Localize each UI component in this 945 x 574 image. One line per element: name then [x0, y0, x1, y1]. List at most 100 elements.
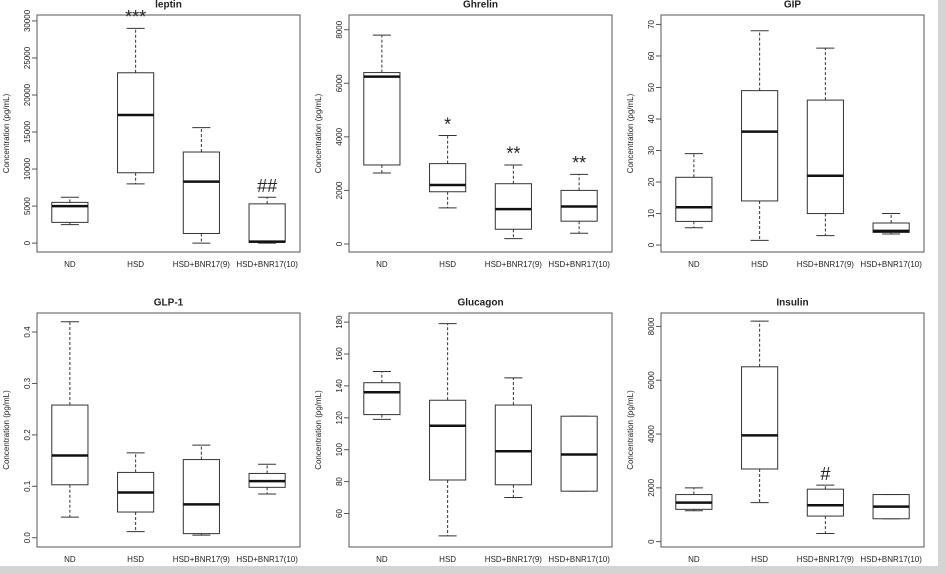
- y-tick-label: 0: [335, 241, 344, 246]
- x-tick-label: HSD+BNR17(10): [860, 555, 922, 564]
- x-tick-label: HSD+BNR17(9): [797, 555, 854, 564]
- y-tick-label: 2000: [335, 181, 344, 199]
- y-axis-label: Concentration (pg/mL): [314, 93, 323, 173]
- x-tick-label: ND: [376, 260, 388, 269]
- y-tick-label: 80: [335, 477, 344, 486]
- y-tick-label: 15000: [23, 120, 32, 143]
- y-tick-label: 8000: [335, 20, 344, 38]
- y-tick-label: 8000: [647, 317, 656, 335]
- box: [51, 201, 89, 223]
- y-tick-label: 10: [647, 209, 656, 218]
- box: [429, 163, 467, 193]
- x-tick-label: HSD+BNR17(9): [173, 555, 230, 564]
- significance-mark: #: [820, 464, 830, 484]
- y-axis-label: Concentration (pg/mL): [626, 93, 635, 173]
- plot-frame: [348, 14, 613, 253]
- y-tick-label: 20: [647, 177, 656, 186]
- box: [675, 176, 713, 222]
- y-tick-label: 10000: [23, 157, 32, 180]
- y-tick-label: 30000: [23, 9, 32, 32]
- box: [117, 72, 155, 174]
- y-tick-label: 60: [647, 51, 656, 60]
- y-tick-label: 5000: [23, 197, 32, 215]
- y-tick-label: 0: [23, 240, 32, 245]
- x-tick-label: HSD+BNR17(10): [548, 260, 610, 269]
- y-tick-label: 140: [335, 379, 344, 393]
- y-tick-label: 0.4: [23, 326, 32, 338]
- plot-frame: [660, 14, 925, 253]
- significance-mark: **: [506, 144, 520, 164]
- y-tick-label: 6000: [647, 371, 656, 389]
- y-tick-label: 0.1: [23, 480, 32, 492]
- y-tick-label: 100: [335, 442, 344, 456]
- x-tick-label: ND: [376, 555, 388, 564]
- y-tick-label: 50: [647, 82, 656, 91]
- x-tick-label: HSD+BNR17(10): [236, 555, 298, 564]
- x-tick-label: ND: [688, 555, 700, 564]
- y-tick-label: 60: [335, 509, 344, 518]
- chart-title: leptin: [155, 0, 182, 11]
- plot-frame: [348, 312, 613, 548]
- significance-mark: ##: [257, 176, 277, 196]
- y-tick-label: 0.2: [23, 429, 32, 441]
- y-tick-label: 120: [335, 411, 344, 425]
- y-tick-label: 0: [647, 242, 656, 247]
- x-tick-label: HSD+BNR17(9): [485, 260, 542, 269]
- y-tick-label: 70: [647, 19, 656, 28]
- box: [494, 183, 532, 230]
- y-tick-label: 2000: [647, 478, 656, 496]
- box: [741, 366, 779, 470]
- y-tick-label: 6000: [335, 74, 344, 92]
- box: [51, 404, 89, 486]
- chart-title: Insulin: [776, 298, 808, 309]
- box: [182, 151, 220, 234]
- box: [363, 72, 401, 166]
- y-tick-label: 180: [335, 315, 344, 329]
- x-tick-label: ND: [64, 260, 76, 269]
- y-tick-label: 160: [335, 347, 344, 361]
- x-tick-label: HSD+BNR17(9): [485, 555, 542, 564]
- chart-title: Glucagon: [457, 298, 503, 309]
- box: [806, 488, 844, 517]
- y-tick-label: 0.3: [23, 377, 32, 389]
- chart-title: Ghrelin: [463, 0, 498, 11]
- y-axis-label: Concentration (pg/mL): [626, 390, 635, 470]
- plot-frame: [36, 312, 301, 548]
- x-tick-label: HSD+BNR17(10): [860, 260, 922, 269]
- background: [0, 0, 938, 566]
- chart-title: GLP-1: [154, 298, 184, 309]
- box: [741, 90, 779, 202]
- y-tick-label: 20000: [23, 83, 32, 106]
- x-tick-label: HSD: [751, 555, 768, 564]
- y-tick-label: 4000: [647, 425, 656, 443]
- box: [429, 399, 467, 481]
- x-tick-label: HSD+BNR17(9): [797, 260, 854, 269]
- x-tick-label: ND: [688, 260, 700, 269]
- y-axis-label: Concentration (pg/mL): [2, 93, 11, 173]
- box: [363, 382, 401, 416]
- x-tick-label: HSD: [127, 555, 144, 564]
- significance-mark: *: [444, 114, 451, 134]
- box: [182, 459, 220, 535]
- plot-frame: [36, 14, 301, 253]
- box: [248, 203, 286, 243]
- chart-title: GIP: [784, 0, 802, 11]
- x-tick-label: HSD: [439, 260, 456, 269]
- x-tick-label: HSD+BNR17(10): [548, 555, 610, 564]
- box: [872, 222, 910, 233]
- x-tick-label: HSD+BNR17(10): [236, 260, 298, 269]
- significance-mark: ***: [125, 7, 146, 27]
- y-tick-label: 0.0: [23, 532, 32, 544]
- significance-mark: **: [572, 153, 586, 173]
- y-tick-label: 25000: [23, 46, 32, 69]
- y-tick-label: 4000: [335, 127, 344, 145]
- x-tick-label: ND: [64, 555, 76, 564]
- box: [806, 99, 844, 215]
- y-axis-label: Concentration (pg/mL): [2, 390, 11, 470]
- x-tick-label: HSD+BNR17(9): [173, 260, 230, 269]
- x-tick-label: HSD: [127, 260, 144, 269]
- y-tick-label: 40: [647, 114, 656, 123]
- y-tick-label: 0: [647, 539, 656, 544]
